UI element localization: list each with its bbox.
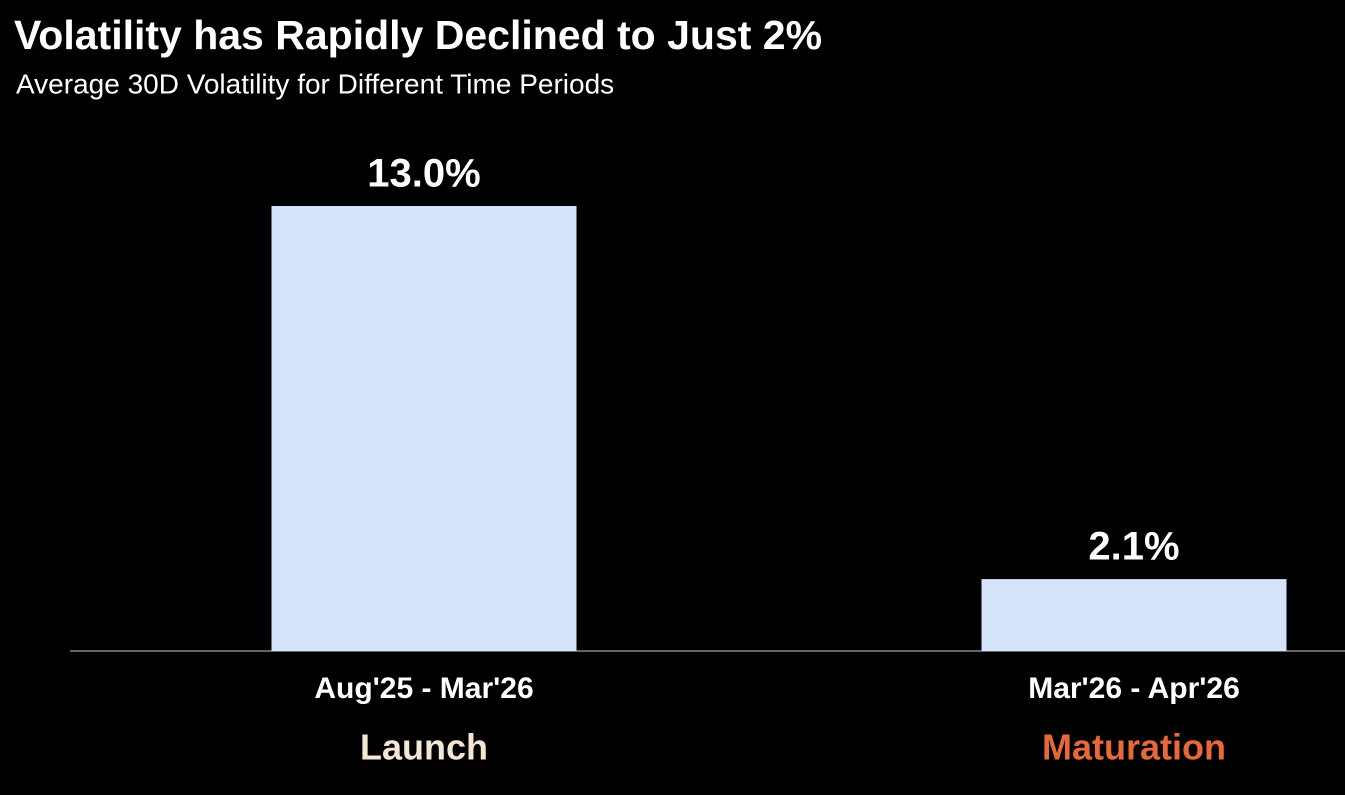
bar	[271, 206, 577, 651]
x-tick-label: Aug'25 - Mar'26	[314, 672, 533, 705]
bar	[981, 579, 1287, 651]
chart-subtitle: Average 30D Volatility for Different Tim…	[16, 68, 614, 99]
value-label: 13.0%	[367, 152, 480, 196]
phase-label: Launch	[360, 727, 488, 768]
x-tick-label: Mar'26 - Apr'26	[1028, 672, 1240, 705]
value-label: 2.1%	[1088, 525, 1179, 569]
phase-label: Maturation	[1042, 727, 1226, 768]
chart-title: Volatility has Rapidly Declined to Just …	[14, 12, 822, 58]
